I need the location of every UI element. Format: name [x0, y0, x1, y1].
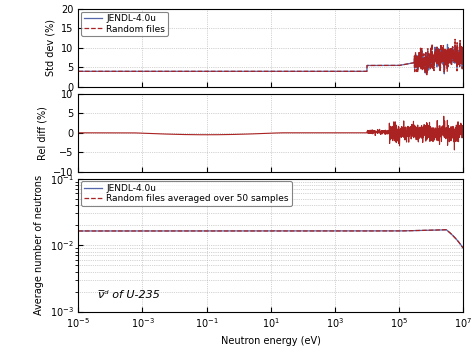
Random files — [460, 46, 466, 51]
JENDL-4.0u — [460, 246, 466, 250]
JENDL-4.0u — [411, 61, 417, 65]
Random files — [119, 69, 125, 74]
Y-axis label: Average number of neutrons: Average number of neutrons — [34, 175, 44, 315]
Y-axis label: Std dev (%): Std dev (%) — [46, 19, 56, 76]
Legend: JENDL-4.0u, Random files: JENDL-4.0u, Random files — [81, 12, 168, 36]
JENDL-4.0u — [453, 237, 458, 241]
Random files averaged over 50 samples — [240, 229, 246, 233]
JENDL-4.0u — [223, 69, 229, 74]
JENDL-4.0u — [457, 41, 463, 45]
Random files averaged over 50 samples — [411, 228, 417, 233]
Random files — [142, 69, 148, 74]
Random files averaged over 50 samples — [142, 229, 148, 233]
Random files — [424, 73, 429, 77]
Random files averaged over 50 samples — [76, 229, 81, 233]
Y-axis label: Rel diff (%): Rel diff (%) — [38, 106, 48, 160]
JENDL-4.0u — [460, 54, 466, 58]
Text: ν̅ᵈ of U-235: ν̅ᵈ of U-235 — [98, 290, 160, 300]
Random files averaged over 50 samples — [119, 229, 125, 233]
Line: JENDL-4.0u: JENDL-4.0u — [78, 43, 463, 74]
Random files — [452, 37, 458, 42]
Random files — [223, 69, 229, 74]
Line: Random files: Random files — [78, 39, 463, 75]
Legend: JENDL-4.0u, Random files averaged over 50 samples: JENDL-4.0u, Random files averaged over 5… — [81, 181, 292, 206]
Random files averaged over 50 samples — [453, 237, 458, 241]
JENDL-4.0u — [453, 49, 458, 53]
JENDL-4.0u — [223, 229, 229, 233]
Random files — [240, 69, 246, 74]
Random files averaged over 50 samples — [223, 229, 229, 233]
X-axis label: Neutron energy (eV): Neutron energy (eV) — [221, 336, 321, 346]
JENDL-4.0u — [240, 229, 246, 233]
JENDL-4.0u — [240, 69, 246, 74]
JENDL-4.0u — [119, 69, 125, 74]
Random files — [453, 56, 459, 60]
JENDL-4.0u — [424, 72, 429, 76]
Random files averaged over 50 samples — [460, 246, 466, 250]
JENDL-4.0u — [76, 69, 81, 74]
JENDL-4.0u — [444, 228, 449, 232]
JENDL-4.0u — [76, 229, 81, 233]
Random files averaged over 50 samples — [444, 228, 449, 232]
Line: JENDL-4.0u: JENDL-4.0u — [78, 230, 463, 248]
JENDL-4.0u — [411, 228, 417, 233]
Random files — [411, 61, 417, 65]
Random files — [76, 69, 81, 74]
Line: Random files averaged over 50 samples: Random files averaged over 50 samples — [78, 230, 463, 248]
JENDL-4.0u — [142, 229, 148, 233]
JENDL-4.0u — [142, 69, 148, 74]
JENDL-4.0u — [119, 229, 125, 233]
